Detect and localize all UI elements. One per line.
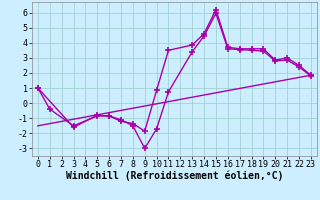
X-axis label: Windchill (Refroidissement éolien,°C): Windchill (Refroidissement éolien,°C) (66, 171, 283, 181)
